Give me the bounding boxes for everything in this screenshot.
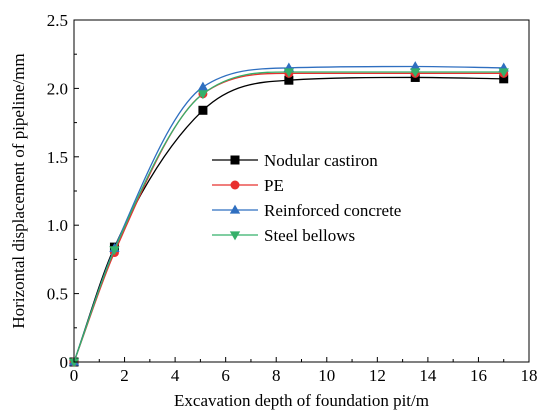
data-point	[197, 90, 209, 100]
data-point	[197, 81, 209, 91]
data-point	[499, 74, 509, 84]
x-tick-label: 16	[470, 366, 487, 385]
y-tick-label: 0.5	[47, 285, 68, 304]
x-tick-label: 10	[318, 366, 335, 385]
x-tick-label: 14	[419, 366, 437, 385]
legend-marker	[230, 180, 240, 190]
data-point	[198, 105, 208, 115]
y-tick-label: 0	[60, 353, 69, 372]
x-tick-label: 0	[70, 366, 79, 385]
legend-label: PE	[264, 176, 284, 195]
legend-marker	[229, 231, 241, 241]
x-tick-label: 2	[120, 366, 129, 385]
data-point	[410, 61, 421, 71]
y-tick-label: 1.5	[47, 148, 68, 167]
data-point	[498, 68, 509, 78]
legend-marker	[230, 155, 240, 165]
legend-item: Reinforced concrete	[212, 201, 401, 220]
y-axis: 0 0.5 1.0 1.5 2.0 2.5	[47, 11, 79, 372]
series-3	[68, 68, 509, 368]
legend-item: PE	[212, 176, 284, 195]
legend: Nodular castiron PE Reinforced concrete Ste…	[212, 151, 401, 245]
legend-label: Nodular castiron	[264, 151, 378, 170]
data-point	[284, 75, 294, 85]
x-axis: 0 2 4 6 8 10 12 14 16 18	[70, 357, 538, 385]
legend-label: Steel bellows	[264, 226, 355, 245]
x-axis-label: Excavation depth of foundation pit/m	[174, 391, 429, 410]
data-point	[68, 358, 80, 368]
x-tick-label: 12	[369, 366, 386, 385]
legend-item: Nodular castiron	[212, 151, 378, 170]
data-point	[410, 68, 421, 78]
y-tick-label: 2.5	[47, 11, 68, 30]
x-tick-label: 18	[521, 366, 538, 385]
legend-marker	[229, 204, 241, 214]
series-layer	[68, 61, 509, 368]
y-tick-label: 1.0	[47, 216, 68, 235]
x-tick-label: 8	[272, 366, 281, 385]
y-axis-label: Horizontal displacement of pipeline/mm	[9, 53, 28, 328]
x-tick-label: 4	[171, 366, 180, 385]
data-point	[283, 68, 295, 78]
legend-label: Reinforced concrete	[264, 201, 401, 220]
x-tick-label: 6	[221, 366, 230, 385]
y-tick-label: 2.0	[47, 79, 68, 98]
data-point	[109, 246, 120, 256]
legend-item: Steel bellows	[212, 226, 355, 245]
